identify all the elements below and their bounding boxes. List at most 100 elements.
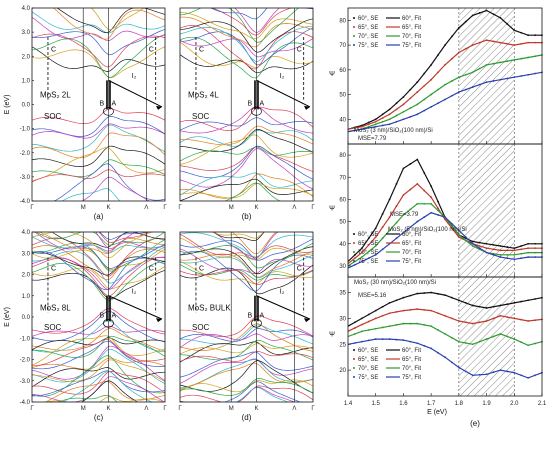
se-point [388,301,391,304]
legend-se-marker [353,358,355,360]
se-point [374,309,377,312]
se-point [499,61,502,64]
se-point [464,20,467,23]
b-label: B [99,312,104,319]
kpoint-label: Λ [292,205,296,211]
se-point [354,129,356,132]
se-point [416,158,419,161]
se-point [409,340,412,343]
sample-title: MoS₂ (30 nm)/SiO₂(100 nm)/Si [354,280,436,286]
se-point [499,245,502,247]
legend: 60°, SE 60°, Fit 65°, SE 65°, Fit 70°, SE 70°… [353,232,421,265]
valence-band [180,333,313,348]
conduction-band [180,254,313,279]
se-point [457,366,460,369]
valence-band [32,307,165,335]
soc-label: SOC [44,112,62,121]
valley-circle [251,318,262,328]
soc-label: SOC [192,323,210,332]
psi-axis-label: Ψ [329,71,335,78]
se-point [534,251,536,254]
valence-band [32,357,165,370]
soc-label: SOC [44,323,62,332]
se-point [381,226,384,229]
se-point [534,298,536,300]
se-point [513,249,516,252]
kpoint-label: M [81,205,86,211]
se-point [430,63,433,66]
se-point [416,202,419,205]
conduction-band [180,12,313,40]
se-point [395,323,398,326]
se-point [402,194,405,196]
se-point [381,326,384,329]
conduction-band [32,232,154,259]
se-point [506,316,509,318]
psi-axis-label: Ψ [329,332,335,339]
valence-band [180,358,313,388]
se-point [527,251,530,254]
band-lines [32,8,165,201]
se-point [395,205,398,207]
se-point [513,247,516,250]
c-label-left: C [51,265,56,272]
se-point [388,118,391,121]
se-point [492,248,495,251]
legend-se-label: 75°, SE [358,259,378,265]
conduction-band [210,8,313,20]
se-point [451,296,453,299]
valence-band [180,339,313,361]
se-point [354,333,356,335]
se-point [430,78,433,81]
se-point [367,313,370,316]
se-point [444,333,446,335]
se-point [444,63,446,66]
y-tick-label: 25 [339,342,346,348]
valence-band [180,182,313,199]
valence-band [32,145,165,167]
se-point [416,220,419,223]
y-tick-label: 1.0 [22,294,31,300]
conduction-band [32,251,165,291]
legend-se-marker [353,260,355,262]
se-point [457,229,460,232]
conduction-band [95,232,136,250]
se-point [478,241,481,244]
se-point [367,257,370,260]
legend-se-label: 60°, SE [358,232,378,238]
conduction-band [180,264,313,295]
valence-band [180,178,313,201]
i2-label: I₂ [280,73,285,80]
se-point [506,246,509,248]
se-point [520,252,523,255]
se-point [534,319,536,322]
se-point [388,338,391,340]
se-point [499,249,502,252]
se-point [437,207,439,210]
se-point [492,13,495,16]
panel-label: (d) [242,413,252,422]
se-point [430,202,433,205]
se-point [485,63,488,66]
se-point [464,321,467,324]
se-point [464,73,467,76]
se-point [367,243,370,246]
se-point [451,57,453,60]
se-point [513,59,516,61]
conduction-band [32,8,145,30]
legend-se-label: 70°, SE [358,366,378,372]
y-tick-label: -3.0 [20,175,31,181]
ellips-subplot-3: 20 25 30 35 Ψ 60°, SE 60°, Fit 65°, SE 65°, Fit 7… [329,276,543,397]
se-point [437,209,439,212]
conduction-band [32,251,165,276]
legend-fit-label: 60°, Fit [402,16,421,22]
se-point [520,341,523,344]
y-tick-label: 2.0 [22,273,31,279]
y-tick-label: 50 [339,93,346,99]
se-point [437,54,439,56]
kpoint-label: M [229,205,234,211]
se-point [374,227,377,230]
se-point [423,202,426,205]
se-point [485,373,488,376]
band-panel-c: C C B A I₂ MoS₂ 8L SOC 4.0 3.0 2.0 1.0 0.0 -1.0 -2.0 -… [4,230,167,422]
